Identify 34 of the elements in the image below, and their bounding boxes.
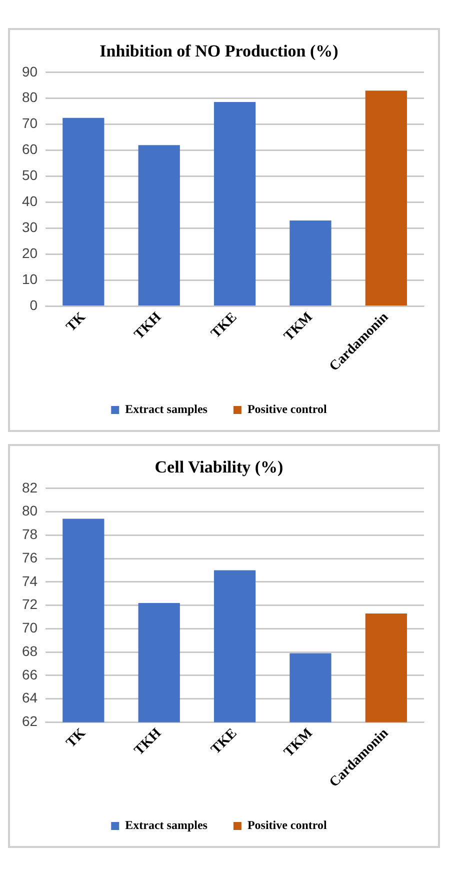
legend-label: Positive control bbox=[247, 402, 328, 416]
y-tick-label: 60 bbox=[22, 141, 38, 158]
legend-label: Positive control bbox=[247, 818, 328, 832]
x-tick-label: TK bbox=[64, 310, 89, 335]
y-tick-label: 72 bbox=[22, 596, 38, 612]
y-tick-label: 90 bbox=[22, 63, 38, 80]
bar bbox=[62, 118, 104, 306]
y-tick-label: 74 bbox=[22, 572, 38, 589]
bar bbox=[214, 102, 256, 306]
y-tick-label: 0 bbox=[30, 297, 38, 314]
y-tick-label: 76 bbox=[22, 549, 38, 566]
y-tick-label: 40 bbox=[22, 193, 38, 210]
y-tick-label: 70 bbox=[22, 115, 38, 132]
y-tick-label: 62 bbox=[22, 713, 38, 730]
y-tick-label: 20 bbox=[22, 245, 38, 262]
y-tick-label: 80 bbox=[22, 502, 38, 519]
y-tick-label: 68 bbox=[22, 642, 38, 659]
bar bbox=[290, 220, 332, 306]
y-tick-label: 50 bbox=[22, 167, 38, 184]
chart-title: Inhibition of NO Production (%) bbox=[100, 42, 338, 61]
y-tick-label: 30 bbox=[22, 219, 38, 236]
y-tick-label: 66 bbox=[22, 666, 38, 682]
y-tick-label: 64 bbox=[22, 690, 38, 706]
legend-label: Extract samples bbox=[125, 402, 208, 416]
bar bbox=[365, 90, 407, 306]
y-tick-label: 10 bbox=[22, 271, 38, 288]
bar bbox=[138, 145, 180, 306]
chart-title: Cell Viability (%) bbox=[154, 458, 284, 477]
legend-label: Extract samples bbox=[125, 818, 208, 832]
y-tick-label: 70 bbox=[22, 620, 38, 636]
y-tick-label: 80 bbox=[22, 89, 38, 106]
y-tick-label: 82 bbox=[22, 479, 38, 496]
x-tick-label: TK bbox=[64, 726, 89, 751]
y-tick-label: 78 bbox=[22, 526, 38, 542]
